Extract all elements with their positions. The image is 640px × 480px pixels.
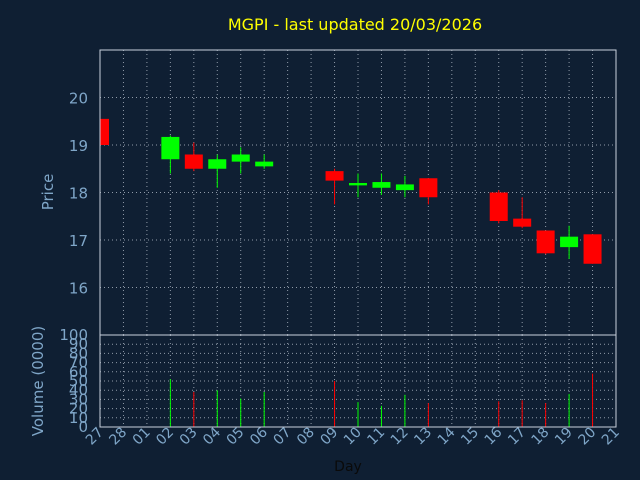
volume-tick-label: 60 [69,363,88,381]
price-tick-label: 18 [69,185,88,203]
candle-body [208,159,227,169]
price-tick-label: 20 [69,90,88,108]
price-axis-label: Price [39,174,57,211]
candle-body [372,182,391,188]
price-tick-label: 16 [69,280,88,298]
candle-body [560,236,579,248]
candle-body [419,178,438,198]
volume-tick-label: 40 [69,381,88,399]
price-axis-ticks: 16 17 18 19 20 [69,90,88,298]
volume-axis-label: Volume (0000) [29,326,47,436]
candle-body [231,154,250,162]
volume-tick-label: 0 [78,418,88,436]
volume-tick-label: 80 [69,344,88,362]
candle-body [583,234,602,264]
volume-tick-label: 30 [69,390,88,408]
candle-body [513,218,532,227]
x-axis-label: Day [334,459,362,475]
candle-body [161,136,180,160]
price-tick-label: 17 [69,232,88,250]
volume-tick-label: 90 [69,335,88,353]
candlestick-series [99,116,602,264]
candle-body [489,192,508,221]
candle-body [325,171,344,181]
volume-tick-label: 10 [69,409,88,427]
price-tick-label: 19 [69,137,88,155]
candle-body [349,183,367,186]
volume-tick-label: 100 [59,326,88,344]
candle-body [255,161,274,167]
candle-body [184,154,203,169]
candle-body [536,230,555,254]
volume-panel-frame [99,334,617,428]
candle-body [395,184,414,191]
volume-tick-label: 70 [69,354,88,372]
volume-tick-label: 20 [69,400,88,418]
volume-tick-label: 50 [69,372,88,390]
candle-body [100,118,109,145]
chart-title: MGPI - last updated 20/03/2026 [228,15,482,34]
x-axis-ticks: 27 28 01 02 03 04 05 06 07 08 09 10 11 12 13 14 15 16 17 18… [83,424,623,448]
volume-series [169,373,594,427]
